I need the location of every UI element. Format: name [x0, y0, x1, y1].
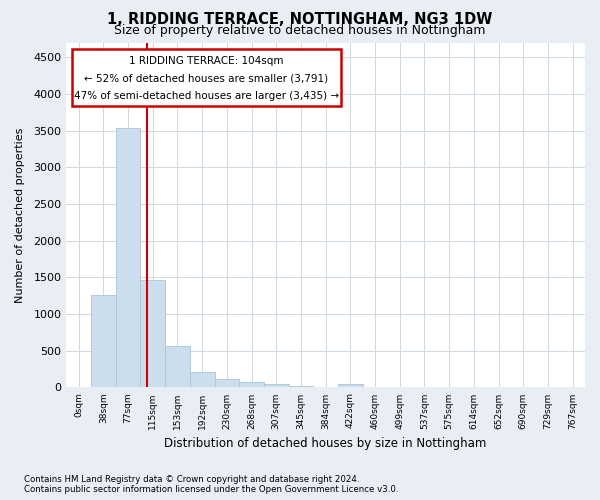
Text: Contains HM Land Registry data © Crown copyright and database right 2024.: Contains HM Land Registry data © Crown c…: [24, 475, 359, 484]
Bar: [140, 280, 165, 388]
Bar: [338, 384, 363, 388]
Bar: [239, 382, 264, 388]
Text: Size of property relative to detached houses in Nottingham: Size of property relative to detached ho…: [114, 24, 486, 37]
Text: 1, RIDDING TERRACE, NOTTINGHAM, NG3 1DW: 1, RIDDING TERRACE, NOTTINGHAM, NG3 1DW: [107, 12, 493, 28]
Bar: [190, 372, 215, 388]
Bar: [264, 384, 289, 388]
Text: ← 52% of detached houses are smaller (3,791): ← 52% of detached houses are smaller (3,…: [85, 74, 328, 84]
Bar: [215, 380, 239, 388]
Bar: [91, 295, 116, 388]
Bar: [313, 386, 338, 388]
Y-axis label: Number of detached properties: Number of detached properties: [15, 128, 25, 302]
Bar: [116, 128, 140, 388]
Text: 47% of semi-detached houses are larger (3,435) →: 47% of semi-detached houses are larger (…: [74, 92, 339, 102]
Bar: [289, 386, 313, 388]
Text: 1 RIDDING TERRACE: 104sqm: 1 RIDDING TERRACE: 104sqm: [129, 56, 284, 66]
X-axis label: Distribution of detached houses by size in Nottingham: Distribution of detached houses by size …: [164, 437, 487, 450]
Bar: [67, 386, 91, 388]
Bar: [165, 346, 190, 388]
FancyBboxPatch shape: [71, 50, 341, 106]
Text: Contains public sector information licensed under the Open Government Licence v3: Contains public sector information licen…: [24, 484, 398, 494]
